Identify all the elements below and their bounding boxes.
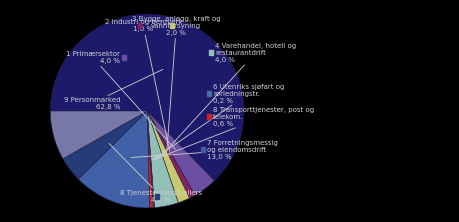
Text: 8 Transporttjenester, post og
telekom.
0,6 %: 8 Transporttjenester, post og telekom. 0… xyxy=(151,107,313,160)
Polygon shape xyxy=(155,194,158,199)
Wedge shape xyxy=(147,111,153,208)
Wedge shape xyxy=(63,111,147,179)
Polygon shape xyxy=(122,101,126,106)
Text: 3 Bygge, anlegg, kraft og
vannforsyning
2,0 %: 3 Bygge, anlegg, kraft og vannforsyning … xyxy=(132,16,220,155)
Text: 7 Forretningsmessig
og eiendomsdrift
13,0 %: 7 Forretningsmessig og eiendomsdrift 13,… xyxy=(131,140,278,160)
Polygon shape xyxy=(207,114,211,119)
Wedge shape xyxy=(147,111,189,203)
Wedge shape xyxy=(50,111,147,159)
Text: 6 Utenriks sjøfart og
rørledningstr.
0,2 %: 6 Utenriks sjøfart og rørledningstr. 0,2… xyxy=(153,83,284,160)
Polygon shape xyxy=(201,147,205,152)
Polygon shape xyxy=(170,23,174,28)
Wedge shape xyxy=(50,14,244,181)
Text: 9 Personmarked
62,8 %: 9 Personmarked 62,8 % xyxy=(63,69,162,110)
Polygon shape xyxy=(207,91,211,96)
Text: 1 Primærsektor
4,0 %: 1 Primærsektor 4,0 % xyxy=(66,51,175,149)
Wedge shape xyxy=(78,111,149,208)
Wedge shape xyxy=(147,111,214,195)
Polygon shape xyxy=(209,50,213,55)
Polygon shape xyxy=(122,55,126,60)
Wedge shape xyxy=(147,111,154,208)
Text: 2 Industri og bergverk
1,0 %: 2 Industri og bergverk 1,0 % xyxy=(104,19,182,153)
Text: 4 Varehandel, hotell og
restaurantdrift
4,0 %: 4 Varehandel, hotell og restaurantdrift … xyxy=(159,43,296,158)
Text: 8 Tjenesteytende ellers
4,2 %: 8 Tjenesteytende ellers 4,2 % xyxy=(109,143,202,203)
Polygon shape xyxy=(137,23,141,28)
Wedge shape xyxy=(147,111,178,208)
Wedge shape xyxy=(147,111,195,198)
